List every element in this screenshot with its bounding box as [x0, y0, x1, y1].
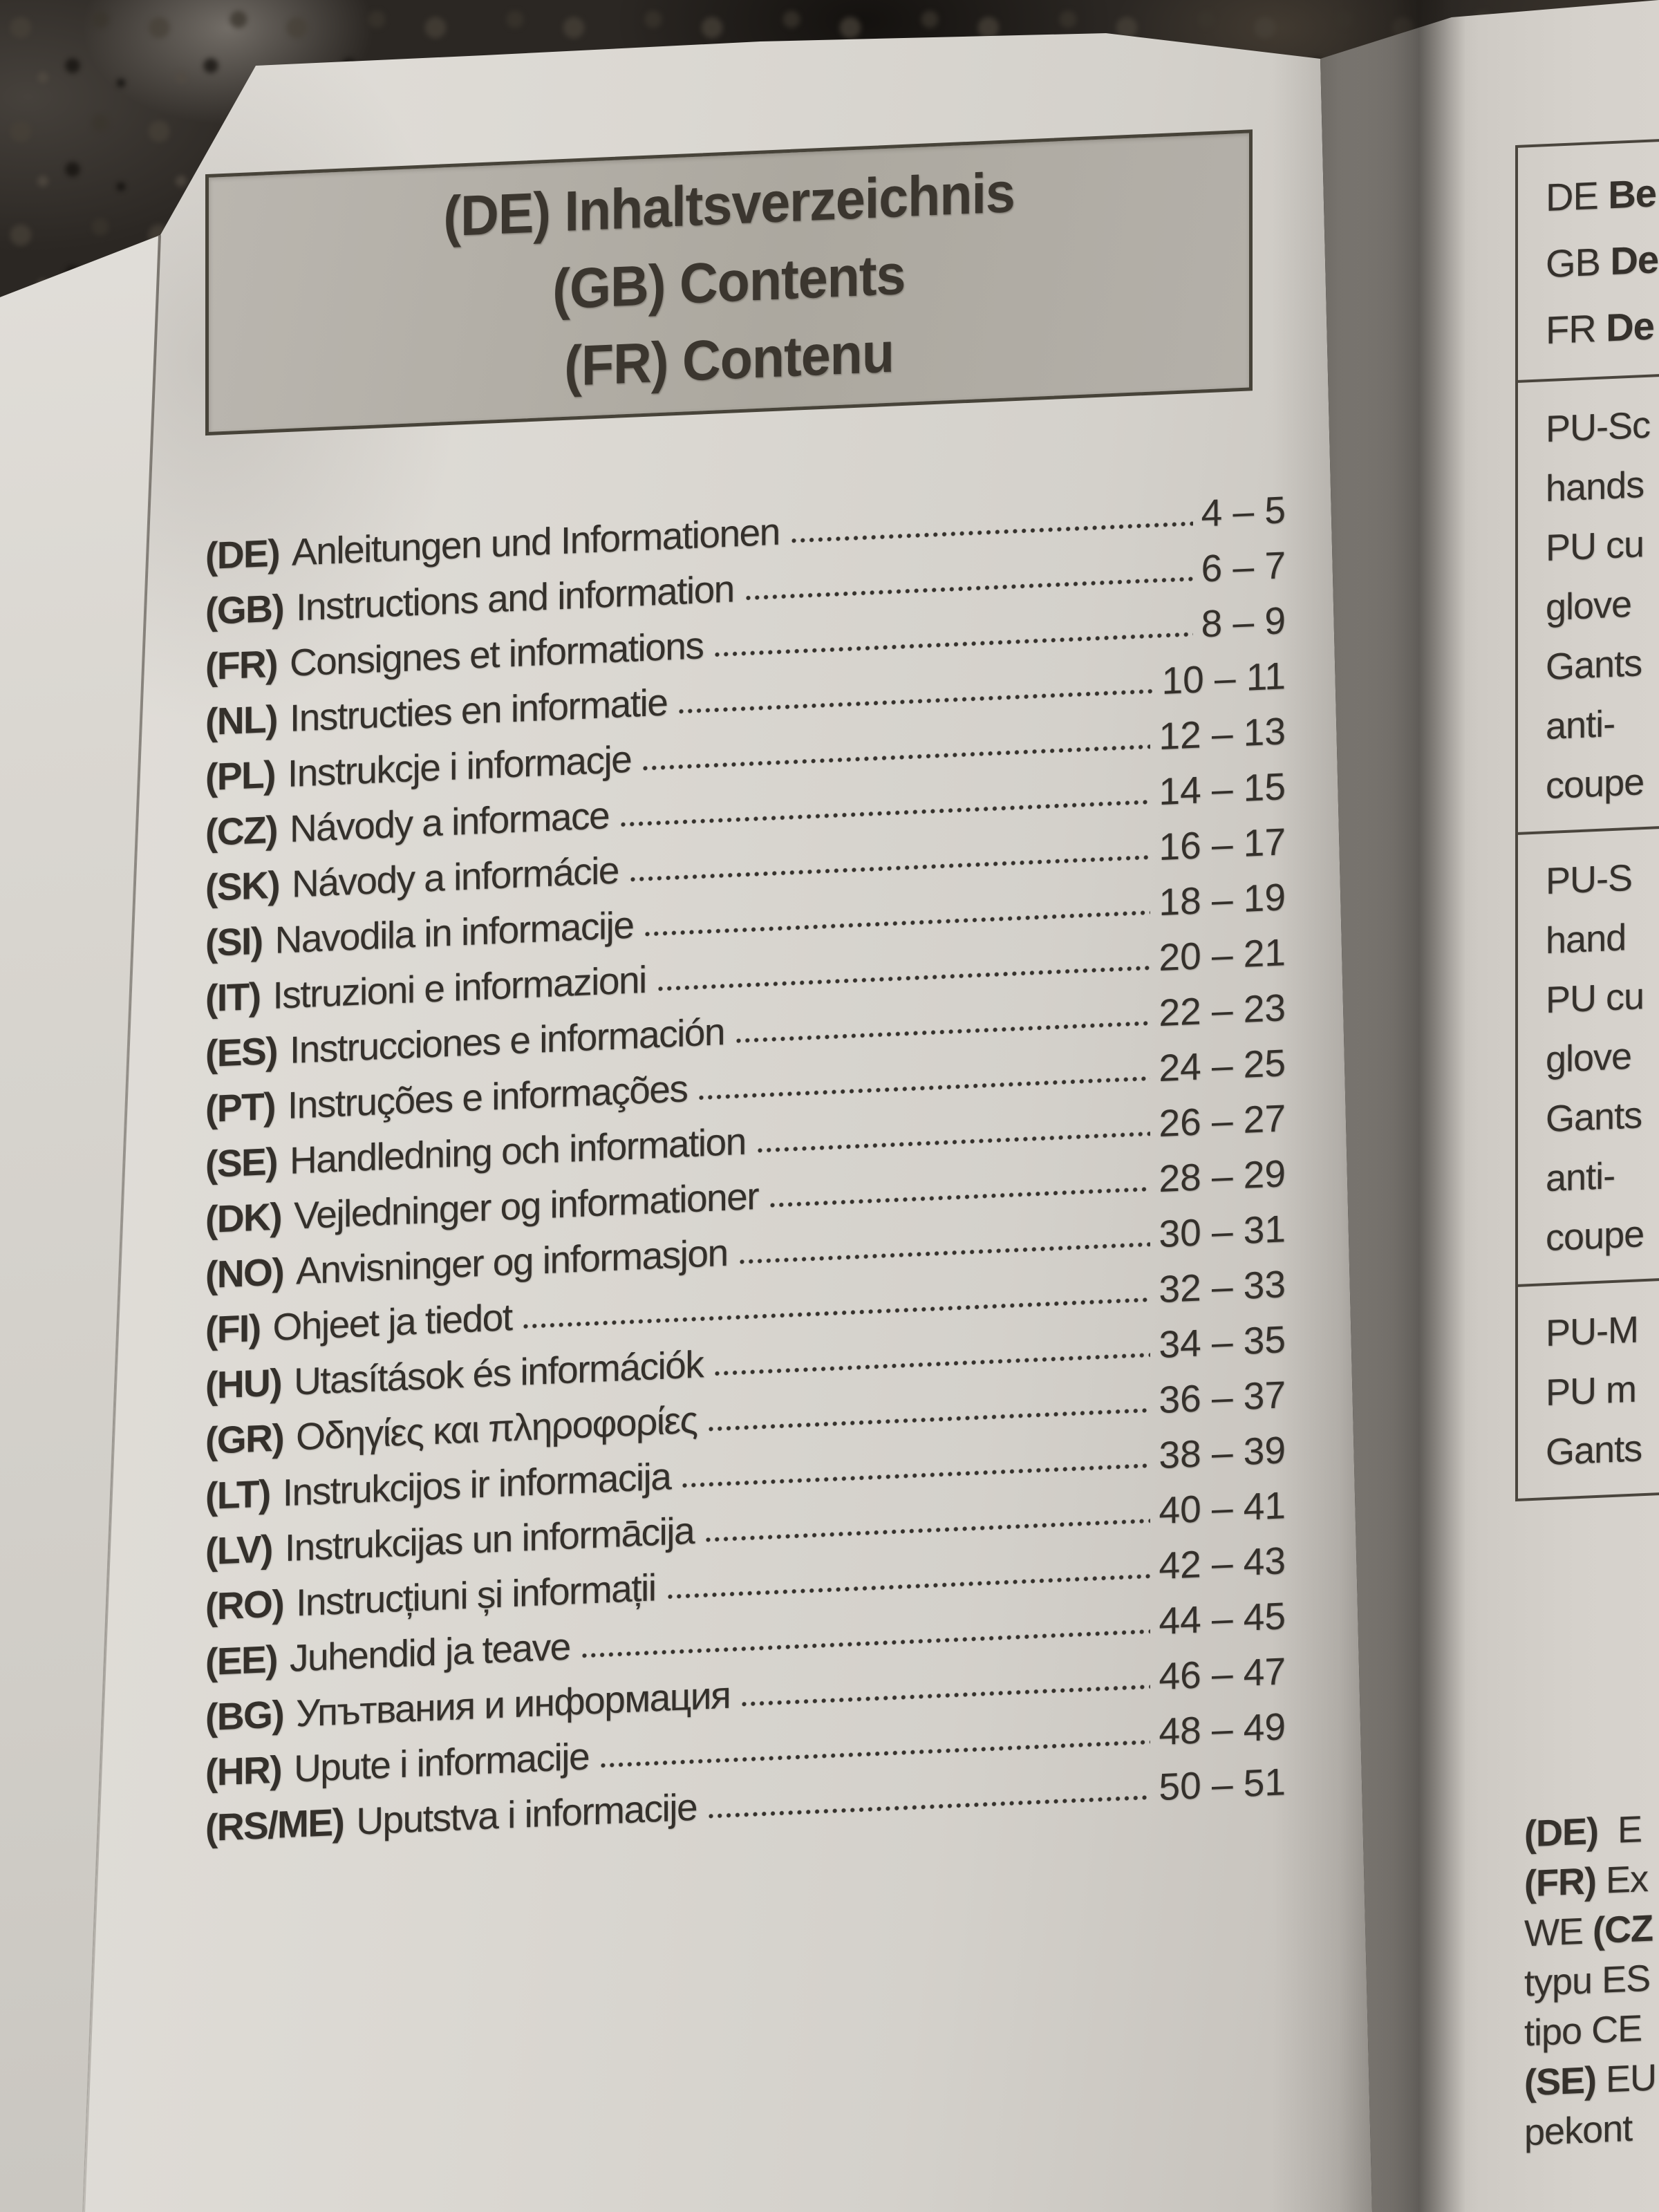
table-line: DE Be: [1546, 171, 1656, 220]
table-section-product-names: DE Be GB De FR De: [1518, 127, 1659, 380]
table-section-pu-gloves-1: PU-Sc hands PU cu glove Gants anti-coupe: [1518, 362, 1659, 832]
table-section-pu-mixed: PU-M PU m Gants: [1518, 1266, 1659, 1501]
table-section-pu-gloves-2: PU-S hand PU cu glove Gants anti-coupe: [1518, 814, 1659, 1284]
declaration-text-block: (DE) E (FR) Ex WE (CZ typu ES tipo CE (SE) EU…: [1524, 1797, 1659, 2158]
footer-line: (DE) E: [1524, 1808, 1642, 1855]
table-line: PU-Sc: [1546, 404, 1651, 451]
table-line: PU-S: [1546, 856, 1633, 903]
table-line: PU-M: [1546, 1309, 1638, 1355]
product-table: DE Be GB De FR De PU-Sc hands PU cu glove Gant…: [1515, 127, 1659, 1502]
